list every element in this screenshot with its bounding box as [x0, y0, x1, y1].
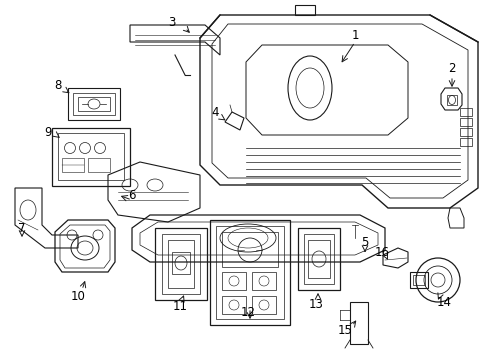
Bar	[162, 234, 200, 294]
Text: 5: 5	[361, 235, 368, 248]
Text: 11: 11	[172, 300, 187, 312]
Text: 6: 6	[128, 189, 136, 202]
Bar	[88, 158, 110, 172]
Bar	[62, 158, 84, 172]
Bar	[297, 228, 339, 290]
Bar	[68, 88, 120, 120]
Text: 1: 1	[350, 28, 358, 41]
Bar	[349, 302, 367, 344]
Bar	[209, 220, 289, 325]
Bar	[251, 296, 275, 314]
Bar	[216, 226, 284, 319]
Bar	[459, 128, 471, 136]
Text: 2: 2	[447, 62, 455, 75]
Text: 15: 15	[337, 324, 352, 337]
Bar	[222, 232, 278, 267]
Text: 3: 3	[168, 15, 175, 28]
Bar	[172, 252, 190, 274]
Bar	[222, 296, 245, 314]
Bar	[168, 240, 194, 288]
Text: 4: 4	[211, 105, 218, 118]
Bar	[251, 272, 275, 290]
Text: 13: 13	[308, 297, 323, 310]
Text: 9: 9	[44, 126, 52, 139]
Bar	[73, 93, 115, 115]
Bar	[304, 234, 333, 284]
Text: 16: 16	[374, 246, 389, 258]
Bar	[446, 95, 456, 105]
Bar	[459, 118, 471, 126]
Bar	[307, 240, 329, 278]
Bar	[459, 138, 471, 146]
Bar	[78, 97, 110, 111]
Text: 8: 8	[54, 78, 61, 91]
Bar	[412, 275, 424, 285]
Bar	[155, 228, 206, 300]
Bar	[58, 133, 124, 180]
Bar	[222, 272, 245, 290]
Bar	[459, 108, 471, 116]
Bar	[409, 272, 427, 288]
Bar	[52, 128, 130, 186]
Text: 10: 10	[70, 289, 85, 302]
Text: 12: 12	[240, 306, 255, 319]
Text: 7: 7	[18, 221, 26, 234]
Text: 14: 14	[436, 296, 450, 309]
